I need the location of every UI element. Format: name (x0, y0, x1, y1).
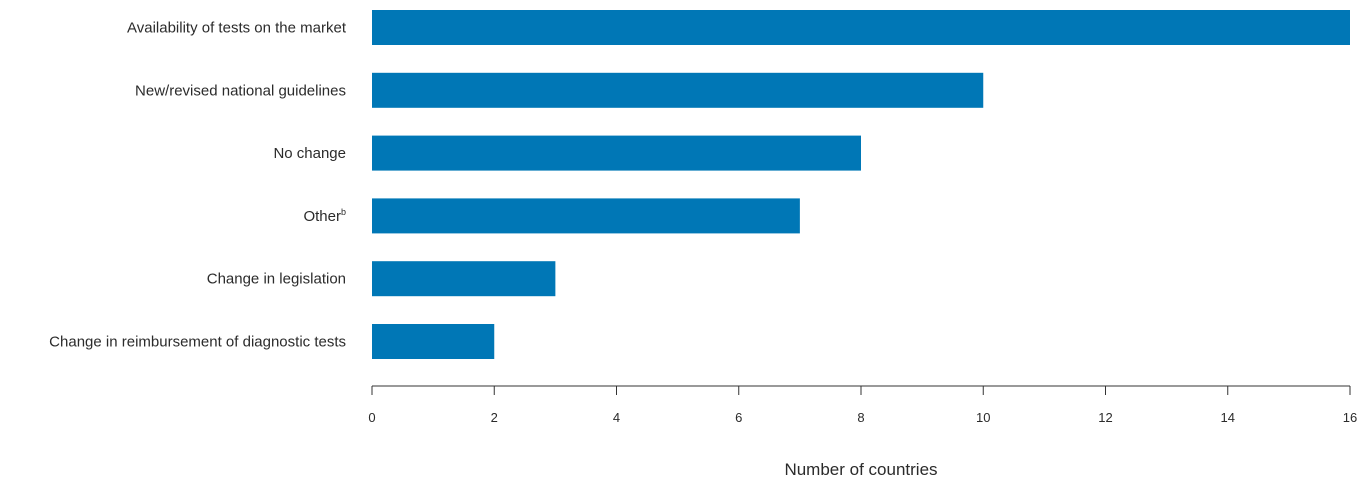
x-tick-label-4: 8 (857, 410, 864, 425)
x-tick-label-1: 2 (491, 410, 498, 425)
footnote-marker: b (341, 207, 346, 217)
x-axis-ticks: 0 2 4 6 8 10 12 14 16 (368, 386, 1357, 425)
bar-2 (372, 135, 861, 171)
x-tick-label-0: 0 (368, 410, 375, 425)
category-label-2: No change (273, 145, 346, 162)
bar-1 (372, 72, 984, 108)
bar-4 (372, 261, 556, 297)
category-label-0: Availability of tests on the market (127, 20, 347, 37)
x-axis-title: Number of countries (784, 460, 937, 479)
category-label-3: Otherb (303, 207, 346, 225)
category-label-5: Change in reimbursement of diagnostic te… (49, 334, 346, 351)
x-tick-label-8: 16 (1343, 410, 1357, 425)
bar-3 (372, 198, 800, 234)
bar-0 (372, 10, 1350, 45)
bars-group (372, 10, 1350, 359)
x-tick-label-6: 12 (1098, 410, 1112, 425)
category-labels: Availability of tests on the market New/r… (49, 20, 347, 351)
x-tick-label-3: 6 (735, 410, 742, 425)
category-label-4: Change in legislation (207, 271, 346, 288)
bar-5 (372, 324, 495, 359)
x-tick-label-2: 4 (613, 410, 620, 425)
category-label-1: New/revised national guidelines (135, 82, 346, 99)
x-tick-label-7: 14 (1221, 410, 1235, 425)
x-tick-label-5: 10 (976, 410, 990, 425)
